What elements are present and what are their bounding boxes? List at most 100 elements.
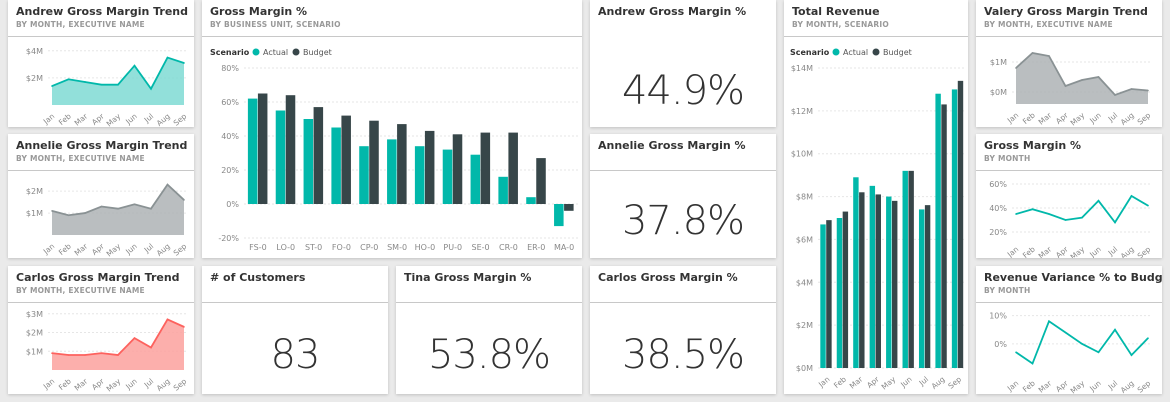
- x-tick-label: Apr: [1054, 378, 1070, 394]
- y-tick-label: $10M: [791, 150, 813, 159]
- andrew-gm-tile[interactable]: Andrew Gross Margin % 44.9%: [590, 0, 776, 127]
- bar: [341, 115, 351, 204]
- andrew-trend-tile[interactable]: Andrew Gross Margin Trend BY MONTH, EXEC…: [8, 0, 194, 127]
- kpi-value: 83: [270, 332, 321, 378]
- x-tick-label: Jul: [142, 112, 155, 125]
- y-tick-label: $2M: [26, 329, 43, 338]
- x-tick-label: Feb: [57, 376, 73, 392]
- bar: [313, 107, 324, 204]
- tina-gm-tile[interactable]: Tina Gross Margin % 53.8%: [396, 266, 582, 394]
- data-point: [1097, 351, 1100, 354]
- bar: [526, 197, 536, 204]
- divider: [976, 170, 1162, 171]
- x-tick-label: Sep: [1136, 110, 1153, 126]
- data-point: [166, 56, 169, 59]
- x-tick-label: Mar: [1037, 378, 1054, 394]
- data-point: [1147, 204, 1149, 207]
- divider: [202, 302, 388, 303]
- x-tick-label: FS-0: [249, 243, 267, 252]
- area-fill: [52, 184, 184, 235]
- data-point: [51, 85, 53, 87]
- data-point: [1147, 337, 1149, 339]
- customers-tile[interactable]: # of Customers 83: [202, 266, 388, 394]
- x-tick-label: May: [880, 374, 898, 391]
- x-tick-label: FO-0: [332, 243, 351, 252]
- data-point: [1097, 200, 1100, 202]
- y-tick-label: $0M: [990, 88, 1007, 97]
- tile-subtitle: BY MONTH, EXECUTIVE NAME: [984, 20, 1113, 29]
- x-tick-label: Apr: [1054, 244, 1070, 258]
- bar: [424, 130, 435, 204]
- bar: [957, 80, 964, 368]
- tile-title: Valery Gross Margin Trend: [984, 5, 1148, 18]
- legend-title: Scenario: [790, 48, 830, 57]
- total-revenue-tile[interactable]: Total Revenue BY MONTH, SCENARIO $0M $2M $…: [784, 0, 968, 394]
- rev-variance-tile[interactable]: Revenue Variance % to Budget BY MONTH 0%…: [976, 266, 1162, 394]
- valery-trend-tile[interactable]: Valery Gross Margin Trend BY MONTH, EXEC…: [976, 0, 1162, 127]
- bar: [908, 170, 914, 368]
- annelie-trend-tile[interactable]: Annelie Gross Margin Trend BY MONTH, EXE…: [8, 134, 194, 258]
- data-point: [117, 354, 119, 356]
- data-point: [117, 207, 119, 210]
- gm-by-month-tile[interactable]: Gross Margin % BY MONTH 20% 40% 60% Jan Feb M…: [976, 134, 1162, 258]
- y-tick-label: $2M: [26, 74, 43, 83]
- x-tick-label: Sep: [946, 374, 963, 390]
- carlos-trend-tile[interactable]: Carlos Gross Margin Trend BY MONTH, EXEC…: [8, 266, 194, 394]
- tile-subtitle: BY MONTH, EXECUTIVE NAME: [16, 154, 145, 163]
- data-point: [100, 205, 103, 208]
- data-point: [84, 81, 86, 83]
- y-tick-label: $6M: [796, 235, 813, 244]
- tile-title: Gross Margin %: [984, 139, 1082, 152]
- x-tick-label: Sep: [1136, 378, 1153, 394]
- y-tick-label: 0%: [994, 340, 1007, 349]
- bar: [918, 209, 925, 368]
- tile-title: Andrew Gross Margin Trend: [16, 5, 189, 18]
- bar: [442, 149, 453, 204]
- x-tick-label: Apr: [90, 241, 106, 257]
- bar: [359, 146, 369, 204]
- bar: [303, 119, 314, 204]
- tile-title: Tina Gross Margin %: [404, 271, 532, 284]
- y-tick-label: $1M: [990, 58, 1007, 67]
- data-point: [67, 214, 70, 217]
- legend-swatch: [832, 48, 840, 56]
- x-tick-label: ER-0: [527, 243, 545, 252]
- carlos-gm-tile[interactable]: Carlos Gross Margin % 38.5%: [590, 266, 776, 394]
- bar: [842, 211, 849, 368]
- data-point: [1081, 343, 1083, 345]
- data-point: [1081, 79, 1083, 81]
- divider: [590, 170, 776, 171]
- y-tick-label: -20%: [218, 234, 239, 243]
- annelie-gm-tile[interactable]: Annelie Gross Margin % 37.8%: [590, 134, 776, 258]
- divider: [590, 302, 776, 303]
- bar: [869, 185, 876, 368]
- x-tick-label: Jan: [1005, 244, 1021, 258]
- y-tick-label: 0%: [226, 200, 239, 209]
- divider: [8, 170, 194, 171]
- divider: [396, 302, 582, 303]
- y-tick-label: $14M: [791, 64, 813, 73]
- x-tick-label: Mar: [73, 241, 90, 258]
- x-tick-label: Feb: [57, 111, 73, 127]
- legend-label: Budget: [303, 48, 332, 57]
- gm-by-bu-tile[interactable]: Gross Margin % BY BUSINESS UNIT, SCENARI…: [202, 0, 582, 258]
- data-point: [133, 337, 136, 339]
- x-tick-label: Apr: [90, 111, 106, 127]
- data-point: [1130, 88, 1133, 90]
- bar: [853, 177, 859, 368]
- y-tick-label: 40%: [989, 204, 1007, 213]
- bar: [536, 158, 546, 204]
- bar: [414, 146, 425, 204]
- x-tick-label: Jun: [898, 374, 914, 389]
- data-point: [133, 64, 136, 67]
- data-point: [1147, 89, 1149, 92]
- x-tick-label: Jan: [41, 376, 57, 391]
- x-tick-label: Jan: [1005, 378, 1021, 393]
- data-point: [150, 346, 152, 349]
- data-point: [183, 199, 185, 201]
- y-tick-label: 20%: [221, 166, 239, 175]
- data-point: [1015, 351, 1017, 354]
- tile-title: Annelie Gross Margin %: [598, 139, 746, 152]
